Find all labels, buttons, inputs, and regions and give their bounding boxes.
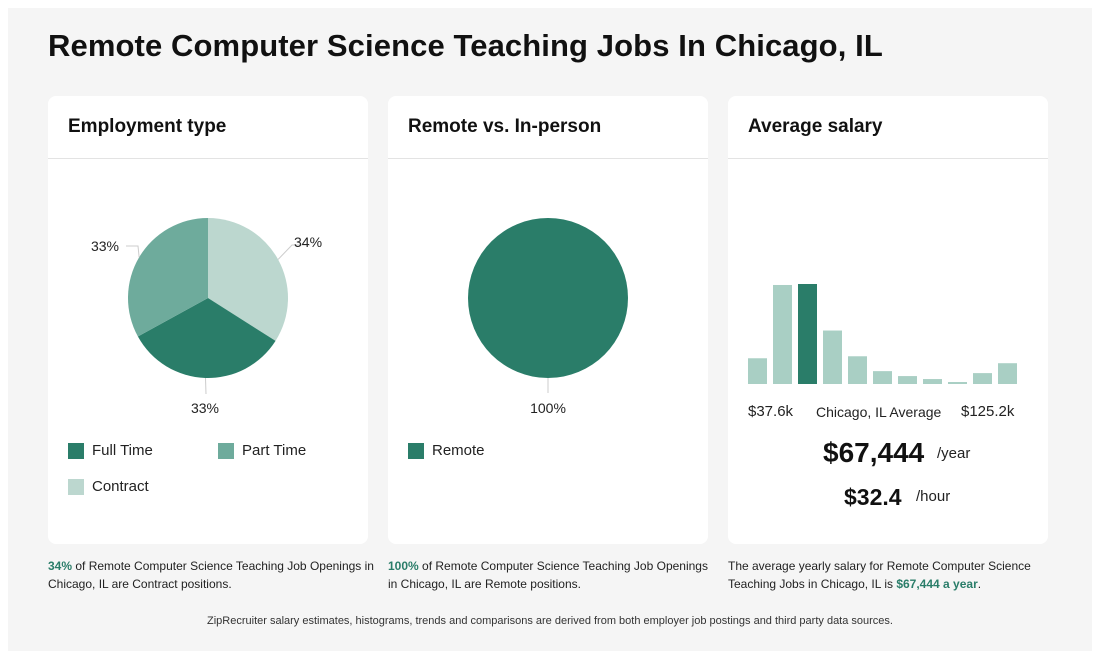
histogram-bar xyxy=(873,371,892,384)
remote-vs-in-person-title: Remote vs. In-person xyxy=(408,116,602,137)
legend-swatch-full-time xyxy=(68,442,84,459)
caption-text: The average yearly salary for Remote Com… xyxy=(728,559,1031,591)
legend-swatch-contract xyxy=(68,478,84,495)
yearly-salary: $67,444 xyxy=(823,437,925,468)
employment-type-pie-chart: 34% 33% 33% xyxy=(91,218,322,416)
caption-end: . xyxy=(977,577,982,591)
pie-slice-full-time xyxy=(137,298,276,378)
legend-swatch-remote xyxy=(408,442,424,459)
legend-label: Contract xyxy=(92,478,149,495)
employment-caption: 34% of Remote Computer Science Teaching … xyxy=(48,557,374,593)
legend-item-remote: Remote xyxy=(408,442,485,459)
salary-histogram xyxy=(748,284,1017,384)
average-salary-card: Average salary $37.6k Chicago, IL Averag… xyxy=(728,96,1048,544)
caption-highlight: 100% xyxy=(388,559,419,573)
pie-slice-contract xyxy=(208,218,288,341)
histogram-bar xyxy=(998,363,1017,384)
salary-max-label: $125.2k xyxy=(961,403,1015,420)
histogram-bar xyxy=(848,356,867,384)
employment-type-card: Employment type 34% 33% 33% Full Time Part… xyxy=(48,96,368,544)
yearly-unit: /year xyxy=(937,445,971,462)
pie-leader-line xyxy=(126,245,140,258)
pie-leader-line xyxy=(277,244,310,260)
average-salary-title: Average salary xyxy=(748,116,883,137)
legend-item-full-time: Full Time xyxy=(68,442,153,459)
card-divider xyxy=(388,158,708,159)
pie-slice-label: 34% xyxy=(294,234,322,250)
hourly-salary: $32.4 xyxy=(844,484,902,510)
salary-caption: The average yearly salary for Remote Com… xyxy=(728,557,1048,593)
pie-leader-line xyxy=(204,377,207,395)
remote-caption: 100% of Remote Computer Science Teaching… xyxy=(388,557,714,593)
caption-highlight: 34% xyxy=(48,559,73,573)
card-divider xyxy=(728,158,1048,159)
salary-average-label: Chicago, IL Average xyxy=(816,404,942,420)
page-title: Remote Computer Science Teaching Jobs In… xyxy=(48,28,883,63)
pie-slice-part-time xyxy=(127,218,208,337)
employment-type-title: Employment type xyxy=(68,116,227,137)
caption-text: of Remote Computer Science Teaching Job … xyxy=(388,559,708,591)
remote-vs-in-person-card: Remote vs. In-person 100% Remote xyxy=(388,96,708,544)
pie-slice-label: 33% xyxy=(191,400,219,416)
legend-item-contract: Contract xyxy=(68,478,149,495)
caption-highlight: $67,444 a year xyxy=(896,577,978,591)
legend-label: Remote xyxy=(432,442,485,459)
histogram-bar xyxy=(923,379,942,384)
caption-text: of Remote Computer Science Teaching Job … xyxy=(48,559,374,591)
pie-slice-remote xyxy=(468,218,628,378)
salary-min-label: $37.6k xyxy=(748,403,794,420)
legend-swatch-part-time xyxy=(218,442,234,459)
pie-slice-label: 33% xyxy=(91,238,119,254)
legend-item-part-time: Part Time xyxy=(218,442,306,459)
histogram-bar xyxy=(898,376,917,384)
card-divider xyxy=(48,158,368,159)
histogram-bar-average xyxy=(798,284,817,384)
histogram-bar xyxy=(773,284,792,384)
hourly-unit: /hour xyxy=(916,488,951,505)
legend-label: Part Time xyxy=(242,442,307,459)
footer-note: ZipRecruiter salary estimates, histogram… xyxy=(207,615,893,627)
histogram-bar xyxy=(948,382,967,384)
legend-label: Full Time xyxy=(92,442,153,459)
histogram-bar xyxy=(973,373,992,384)
pie-slice-label: 100% xyxy=(530,400,566,416)
histogram-bar xyxy=(748,358,767,384)
histogram-bar xyxy=(823,330,842,384)
remote-pie-chart: 100% xyxy=(468,218,628,416)
